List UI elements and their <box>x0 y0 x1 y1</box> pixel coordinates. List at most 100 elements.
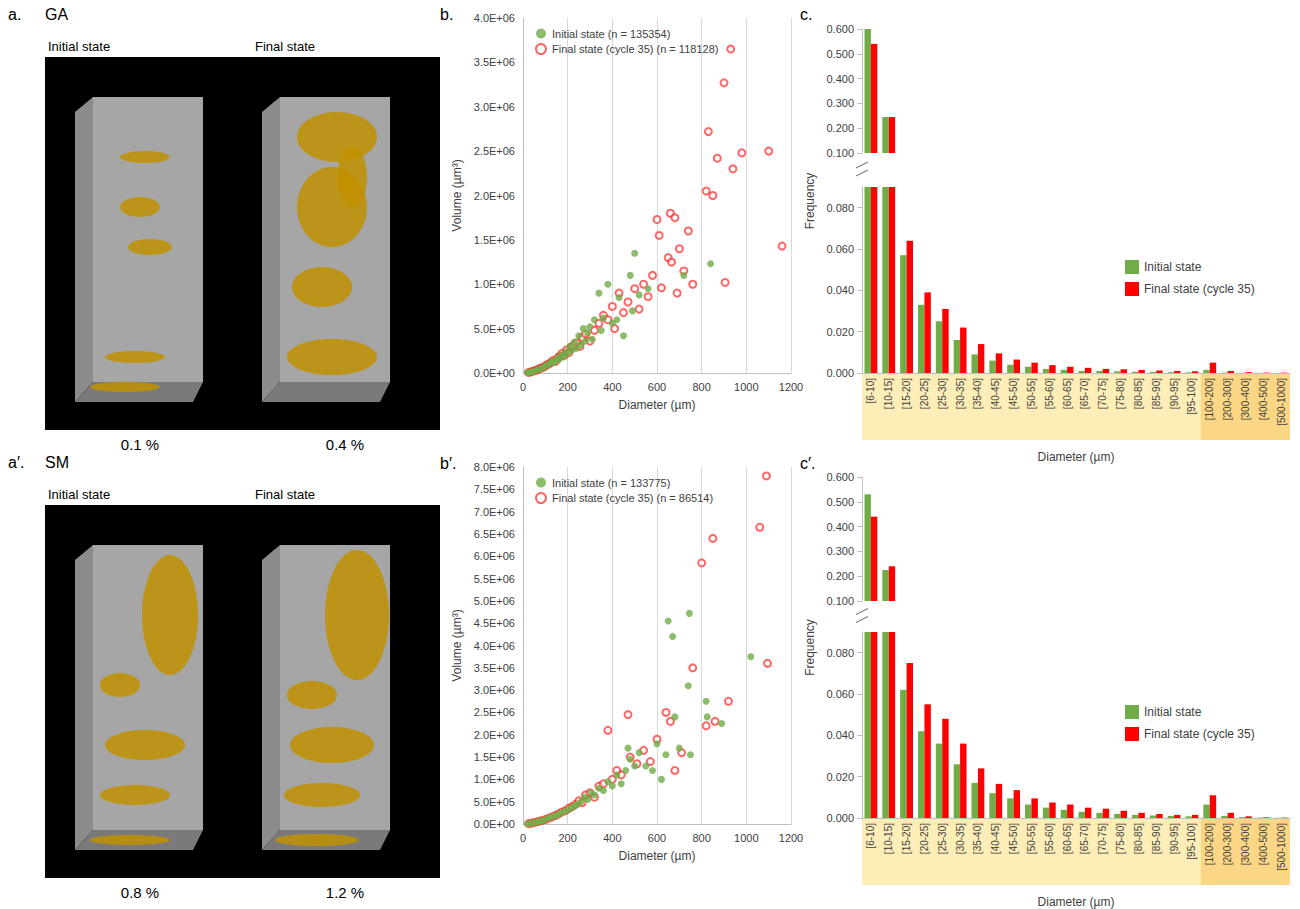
svg-text:8.0E+06: 8.0E+06 <box>474 461 515 473</box>
svg-text:Initial state (n = 135354): Initial state (n = 135354) <box>552 28 670 40</box>
svg-text:0.1 %: 0.1 % <box>121 436 159 453</box>
svg-text:Diameter (µm): Diameter (µm) <box>619 849 696 863</box>
svg-text:0.400: 0.400 <box>826 521 854 533</box>
svg-text:[100-200]: [100-200] <box>1204 378 1215 420</box>
svg-text:3.5E+06: 3.5E+06 <box>474 662 515 674</box>
svg-text:[500-1000]: [500-1000] <box>1276 378 1287 426</box>
svg-text:1000: 1000 <box>734 381 758 393</box>
svg-text:a.: a. <box>8 6 21 23</box>
svg-text:0.8 %: 0.8 % <box>121 884 159 901</box>
svg-text:[40-45]: [40-45] <box>990 378 1001 409</box>
svg-text:[40-45]: [40-45] <box>990 823 1001 854</box>
svg-text:200: 200 <box>558 832 576 844</box>
svg-text:GA: GA <box>45 6 68 23</box>
svg-text:c′.: c′. <box>800 455 815 472</box>
svg-text:[6-10]: [6-10] <box>865 378 876 404</box>
svg-text:0.000: 0.000 <box>826 367 854 379</box>
svg-text:Final state: Final state <box>255 39 315 54</box>
svg-text:3.5E+06: 3.5E+06 <box>474 56 515 68</box>
svg-text:[55-60]: [55-60] <box>1044 378 1055 409</box>
svg-text:Volume (µm³): Volume (µm³) <box>450 609 464 681</box>
svg-text:[200-300]: [200-300] <box>1222 378 1233 420</box>
svg-text:[90-95]: [90-95] <box>1169 378 1180 409</box>
svg-text:[300-400]: [300-400] <box>1240 378 1251 420</box>
svg-text:[75-80]: [75-80] <box>1115 823 1126 854</box>
svg-text:c.: c. <box>800 6 812 23</box>
svg-text:0.200: 0.200 <box>826 122 854 134</box>
svg-text:0.0E+00: 0.0E+00 <box>474 367 515 379</box>
svg-text:Initial state (n = 133775): Initial state (n = 133775) <box>552 477 670 489</box>
svg-text:Initial state: Initial state <box>48 39 110 54</box>
svg-text:[65-70]: [65-70] <box>1079 823 1090 854</box>
svg-text:0.500: 0.500 <box>826 496 854 508</box>
svg-text:0.300: 0.300 <box>826 545 854 557</box>
svg-text:5.0E+05: 5.0E+05 <box>474 323 515 335</box>
svg-text:0.600: 0.600 <box>826 471 854 483</box>
svg-text:400: 400 <box>603 832 621 844</box>
svg-text:[55-60]: [55-60] <box>1044 823 1055 854</box>
svg-text:3.0E+06: 3.0E+06 <box>474 684 515 696</box>
svg-text:0.040: 0.040 <box>826 284 854 296</box>
svg-text:[65-70]: [65-70] <box>1079 378 1090 409</box>
svg-text:5.5E+06: 5.5E+06 <box>474 573 515 585</box>
svg-text:Final state (cycle 35): Final state (cycle 35) <box>1144 282 1255 296</box>
svg-text:1.2 %: 1.2 % <box>326 884 364 901</box>
svg-text:0.100: 0.100 <box>826 595 854 607</box>
svg-text:[25-30]: [25-30] <box>937 378 948 409</box>
svg-text:[10-15]: [10-15] <box>883 823 894 854</box>
svg-text:Diameter (µm): Diameter (µm) <box>619 398 696 412</box>
svg-text:0: 0 <box>520 832 526 844</box>
svg-text:2.5E+06: 2.5E+06 <box>474 145 515 157</box>
svg-text:0.4 %: 0.4 % <box>326 436 364 453</box>
svg-text:[35-40]: [35-40] <box>972 823 983 854</box>
svg-text:Volume (µm³): Volume (µm³) <box>450 159 464 231</box>
svg-text:1200: 1200 <box>779 381 803 393</box>
svg-text:[90-95]: [90-95] <box>1169 823 1180 854</box>
svg-text:b′.: b′. <box>440 455 456 472</box>
svg-text:[30-35]: [30-35] <box>955 378 966 409</box>
svg-text:0.060: 0.060 <box>826 243 854 255</box>
svg-text:[95-100]: [95-100] <box>1186 823 1197 860</box>
svg-text:[45-50]: [45-50] <box>1008 823 1019 854</box>
svg-text:1.0E+06: 1.0E+06 <box>474 773 515 785</box>
svg-text:[75-80]: [75-80] <box>1115 378 1126 409</box>
svg-text:[45-50]: [45-50] <box>1008 378 1019 409</box>
svg-text:0.060: 0.060 <box>826 688 854 700</box>
svg-text:[20-25]: [20-25] <box>919 378 930 409</box>
svg-text:1.5E+06: 1.5E+06 <box>474 751 515 763</box>
svg-text:[6-10]: [6-10] <box>865 823 876 849</box>
svg-text:4.0E+06: 4.0E+06 <box>474 640 515 652</box>
svg-text:[500-1000]: [500-1000] <box>1276 823 1287 871</box>
svg-text:Diameter (µm): Diameter (µm) <box>1038 895 1115 909</box>
svg-text:7.0E+06: 7.0E+06 <box>474 506 515 518</box>
svg-text:0.600: 0.600 <box>826 23 854 35</box>
svg-text:[15-20]: [15-20] <box>901 378 912 409</box>
svg-text:[15-20]: [15-20] <box>901 823 912 854</box>
svg-text:[80-85]: [80-85] <box>1133 823 1144 854</box>
svg-text:[300-400]: [300-400] <box>1240 823 1251 865</box>
svg-text:1000: 1000 <box>734 832 758 844</box>
svg-text:200: 200 <box>558 381 576 393</box>
svg-text:0.400: 0.400 <box>826 73 854 85</box>
svg-text:[30-35]: [30-35] <box>955 823 966 854</box>
svg-text:0.080: 0.080 <box>826 202 854 214</box>
svg-text:4.5E+06: 4.5E+06 <box>474 617 515 629</box>
svg-text:Initial state: Initial state <box>48 487 110 502</box>
svg-text:[50-55]: [50-55] <box>1026 823 1037 854</box>
svg-text:400: 400 <box>603 381 621 393</box>
svg-text:0.200: 0.200 <box>826 570 854 582</box>
svg-text:[50-55]: [50-55] <box>1026 378 1037 409</box>
svg-text:Final state (cycle 35): Final state (cycle 35) <box>1144 727 1255 741</box>
svg-text:[20-25]: [20-25] <box>919 823 930 854</box>
svg-text:a′.: a′. <box>8 454 24 471</box>
svg-text:[200-300]: [200-300] <box>1222 823 1233 865</box>
svg-text:Final state (cycle 35) (n = 86: Final state (cycle 35) (n = 86514) <box>552 492 713 504</box>
svg-text:[85-90]: [85-90] <box>1151 823 1162 854</box>
svg-text:[95-100]: [95-100] <box>1186 378 1197 415</box>
svg-text:5.0E+05: 5.0E+05 <box>474 796 515 808</box>
svg-text:Initial state: Initial state <box>1144 705 1202 719</box>
svg-text:[10-15]: [10-15] <box>883 378 894 409</box>
svg-text:b.: b. <box>440 6 453 23</box>
svg-text:0.100: 0.100 <box>826 147 854 159</box>
svg-text:5.0E+06: 5.0E+06 <box>474 595 515 607</box>
